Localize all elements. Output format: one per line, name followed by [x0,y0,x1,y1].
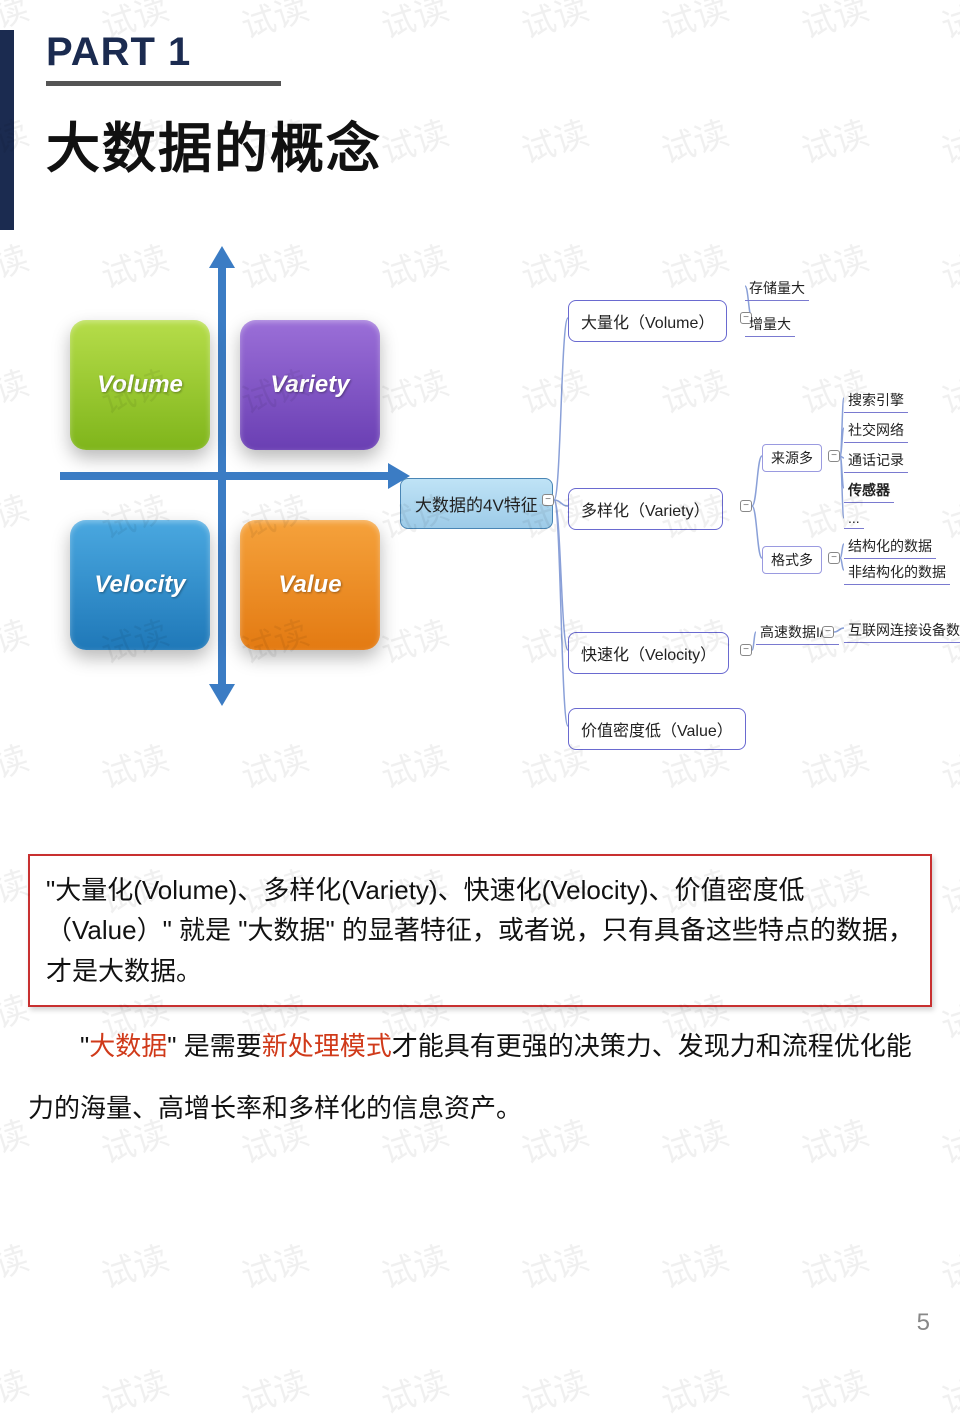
tile-volume: Volume [70,320,210,450]
tile-label: Volume [97,371,183,399]
page-title: 大数据的概念 [46,104,382,183]
mindmap-leaf: 非结构化的数据 [844,560,950,585]
mindmap-subnode: 来源多 [762,444,822,472]
mindmap-leaf: 通话记录 [844,448,908,473]
mindmap-leaf: 增量大 [745,312,795,337]
arrow-down-icon [209,684,235,706]
tile-label: Velocity [94,571,185,599]
def-pre: " [80,1031,89,1061]
collapse-icon: − [828,450,840,462]
mindmap-leaf: 传感器 [844,478,894,503]
mindmap: 大数据的4V特征−大量化（Volume）−存储量大增量大多样化（Variety）… [400,240,950,780]
mindmap-leaf: ... [844,508,864,529]
header-side-bar [0,30,14,230]
mindmap-root: 大数据的4V特征 [400,478,553,529]
collapse-icon: − [740,500,752,512]
def-highlight-1: 大数据 [89,1031,167,1061]
summary-box: "大量化(Volume)、多样化(Variety)、快速化(Velocity)、… [28,854,932,1007]
mindmap-leaf: 搜索引擎 [844,388,908,413]
tile-label: Value [278,571,341,599]
header: PART 1 大数据的概念 [22,30,382,183]
collapse-icon: − [740,644,752,656]
mindmap-branch: 价值密度低（Value） [568,708,746,750]
mindmap-leaf: 互联网连接设备数量增长 [844,618,960,643]
mindmap-branch: 大量化（Volume） [568,300,727,342]
mindmap-leaf: 存储量大 [745,276,809,301]
mindmap-subnode: 格式多 [762,546,822,574]
tile-label: Variety [270,371,349,399]
mindmap-leaf: 社交网络 [844,418,908,443]
tile-variety: Variety [240,320,380,450]
summary-text: "大量化(Volume)、多样化(Variety)、快速化(Velocity)、… [46,875,914,986]
tile-value: Value [240,520,380,650]
tile-velocity: Velocity [70,520,210,650]
collapse-icon: − [828,552,840,564]
arrow-up-icon [209,246,235,268]
def-highlight-2: 新处理模式 [262,1031,392,1061]
page-number: 5 [917,1309,930,1337]
axis-horizontal [60,472,390,480]
collapse-icon: − [822,626,834,638]
header-rule [46,81,281,86]
mindmap-leaf: 结构化的数据 [844,534,936,559]
part-label: PART 1 [46,30,382,75]
mindmap-branch: 快速化（Velocity） [568,632,729,674]
mindmap-branch: 多样化（Variety） [568,488,723,530]
quadrant-diagram: Volume Variety Velocity Value [50,260,390,700]
collapse-icon: − [542,494,554,506]
def-mid1: " 是需要 [167,1031,261,1061]
definition-paragraph: "大数据" 是需要新处理模式才能具有更强的决策力、发现力和流程优化能力的海量、高… [28,1015,932,1140]
